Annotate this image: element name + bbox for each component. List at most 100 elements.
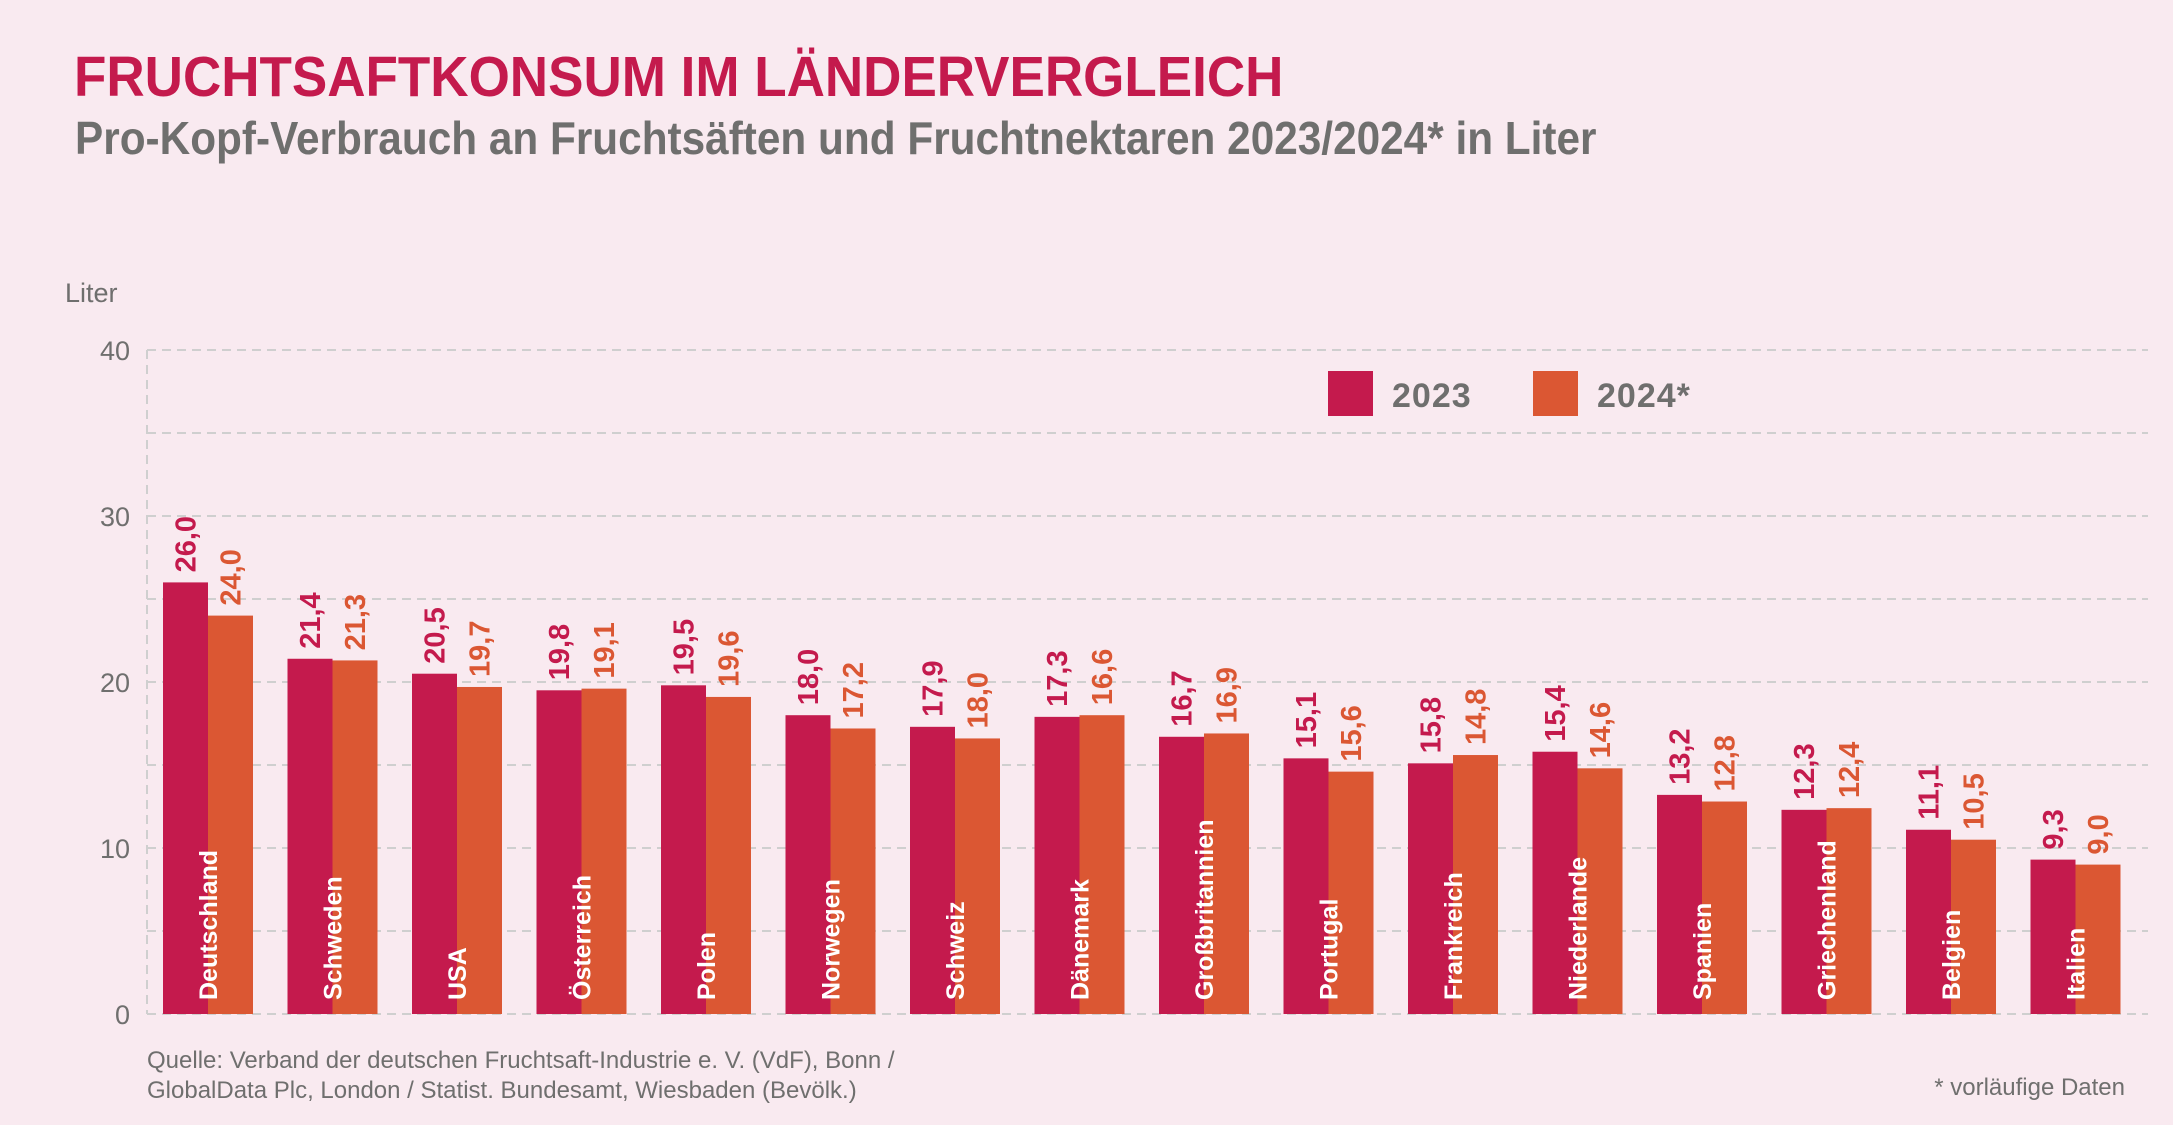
- value-label: 19,1: [589, 622, 621, 678]
- y-axis: 0 10 20 30 40 Liter: [65, 278, 148, 1030]
- category-label: Dänemark: [1067, 879, 1095, 1000]
- value-label: 16,6: [1087, 649, 1119, 705]
- bar-2023: [1532, 751, 1578, 1014]
- bar-2023: [1906, 829, 1951, 1014]
- bar-2024: [706, 696, 751, 1014]
- bar-2023: [2030, 859, 2076, 1014]
- category-label: Deutschland: [195, 850, 223, 1000]
- value-label: 15,6: [1336, 705, 1368, 761]
- value-label: 26,0: [171, 516, 203, 572]
- bar-2024: [581, 688, 627, 1014]
- bar-2023: [1657, 794, 1702, 1014]
- source-line-2: GlobalData Plc, London / Statist. Bundes…: [147, 1077, 857, 1104]
- bar-2024: [1577, 768, 1623, 1014]
- category-label: Frankreich: [1440, 872, 1468, 1000]
- category-label: Schweiz: [942, 901, 970, 1000]
- value-label: 9,3: [2038, 809, 2070, 849]
- value-label: 20,5: [420, 607, 452, 663]
- value-label: 16,9: [1212, 667, 1244, 723]
- value-label: 15,4: [1540, 685, 1572, 741]
- category-label: Österreich: [568, 875, 597, 1000]
- value-label: 19,5: [669, 619, 701, 675]
- value-label: 14,6: [1585, 702, 1617, 758]
- bar-2023: [412, 673, 457, 1014]
- legend: 2023 2024*: [1328, 371, 1691, 416]
- y-axis-unit-label: Liter: [65, 278, 118, 308]
- value-label: 19,6: [714, 630, 746, 686]
- value-label: 11,1: [1914, 765, 1946, 820]
- value-label: 17,2: [838, 662, 870, 718]
- category-label: Schweden: [320, 876, 348, 1000]
- legend-swatch-2023: [1328, 371, 1373, 416]
- legend-label-2024: 2024*: [1597, 377, 1691, 415]
- bar-2024: [2075, 864, 2121, 1014]
- bar-2024: [955, 738, 1000, 1014]
- value-label: 15,8: [1416, 697, 1448, 753]
- bar-2024: [1453, 755, 1498, 1014]
- value-label: 9,0: [2083, 814, 2115, 854]
- value-label: 18,0: [793, 649, 825, 705]
- chart-subtitle: Pro-Kopf-Verbrauch an Fruchtsäften und F…: [75, 112, 1597, 164]
- bar-2023: [661, 685, 706, 1014]
- y-tick-label: 30: [100, 502, 130, 532]
- value-label: 15,1: [1291, 692, 1323, 748]
- category-label: Niederlande: [1565, 857, 1593, 1000]
- value-label: 14,8: [1461, 689, 1493, 745]
- source-note: Quelle: Verband der deutschen Fruchtsaft…: [147, 1046, 895, 1106]
- bar-2024: [332, 660, 378, 1014]
- category-label: Belgien: [1938, 910, 1966, 1000]
- bar-2024: [1826, 808, 1872, 1014]
- bar-2024: [1328, 771, 1374, 1014]
- y-tick-label: 20: [100, 668, 130, 698]
- category-label: Italien: [2063, 928, 2091, 1000]
- category-label: Portugal: [1316, 899, 1344, 1000]
- value-label: 17,3: [1042, 650, 1074, 706]
- value-label: 10,5: [1959, 773, 1991, 829]
- y-tick-label: 0: [115, 1000, 130, 1030]
- value-label: 17,9: [918, 660, 950, 716]
- bar-2023: [1034, 716, 1080, 1014]
- bar-2024: [830, 728, 876, 1014]
- bar-2024: [1702, 801, 1747, 1014]
- value-label: 12,4: [1834, 742, 1866, 798]
- footnote-preliminary: * vorläufige Daten: [1934, 1074, 2125, 1101]
- bar-2024: [1951, 839, 1996, 1014]
- value-label: 16,7: [1167, 670, 1199, 726]
- bar-2023: [785, 715, 831, 1014]
- source-line-1: Quelle: Verband der deutschen Fruchtsaft…: [147, 1047, 895, 1074]
- bar-2023: [287, 658, 333, 1014]
- bars: [163, 582, 2121, 1014]
- y-tick-label: 10: [100, 834, 130, 864]
- bar-2024: [457, 686, 502, 1014]
- y-tick-label: 40: [100, 336, 130, 366]
- bar-2023: [1781, 809, 1827, 1014]
- value-label: 19,8: [544, 624, 576, 680]
- value-label: 21,4: [295, 592, 327, 648]
- value-label: 13,2: [1665, 728, 1697, 784]
- bar-2023: [1159, 736, 1204, 1014]
- value-label: 21,3: [340, 594, 372, 650]
- value-label: 12,8: [1710, 735, 1742, 791]
- category-label: Norwegen: [818, 879, 846, 1000]
- category-label: Polen: [693, 932, 721, 1000]
- category-label: Griechenland: [1814, 840, 1842, 1000]
- category-label: Spanien: [1689, 903, 1717, 1000]
- value-labels: 26,0 24,0 Deutschland 21,4 21,3 Schweden 20,5 1…: [171, 516, 2116, 1000]
- value-label: 24,0: [216, 549, 248, 605]
- bar-2024: [208, 615, 253, 1014]
- bar-2023: [910, 726, 955, 1014]
- value-label: 18,0: [963, 672, 995, 728]
- bar-2023: [1283, 758, 1329, 1014]
- value-label: 12,3: [1789, 743, 1821, 799]
- bar-2023: [536, 690, 582, 1014]
- category-label: Großbritannien: [1191, 819, 1219, 1000]
- bar-2023: [1408, 763, 1453, 1014]
- value-label: 19,7: [465, 621, 497, 677]
- bar-2024: [1079, 715, 1125, 1014]
- bar-2024: [1204, 733, 1249, 1014]
- legend-swatch-2024: [1533, 371, 1578, 416]
- legend-label-2023: 2023: [1392, 377, 1472, 415]
- bar-2023: [163, 582, 208, 1014]
- chart-title: FRUCHTSAFTKONSUM IM LÄNDERVERGLEICH: [74, 45, 1284, 109]
